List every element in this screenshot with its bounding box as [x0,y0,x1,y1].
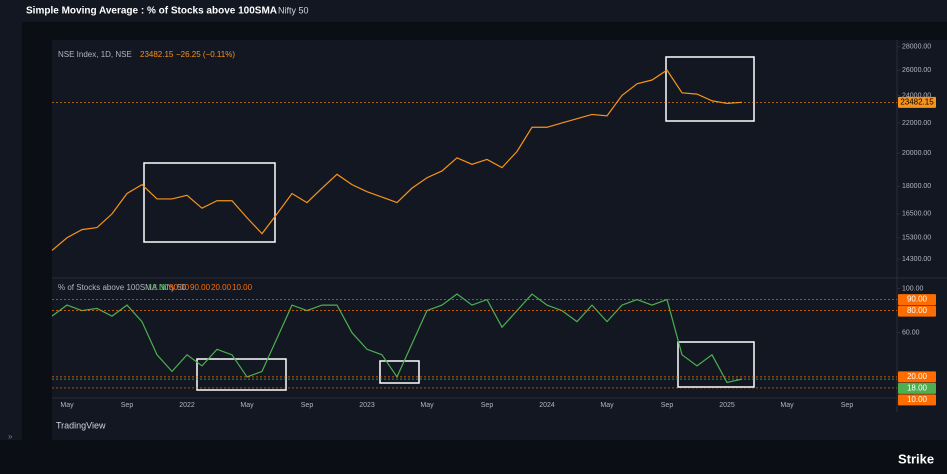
header-symbol: Nifty 50 [278,5,309,15]
price-tag-label: 23482.15 [900,97,934,106]
x-tick-label: May [420,402,434,409]
legend-level: 20.00 [211,283,232,292]
x-tick-label: 2024 [539,402,555,409]
legend-title: NSE Index, 1D, NSE [58,50,132,59]
price-tag [898,294,936,306]
x-tick-label: May [600,402,614,409]
y-tick-label: 20000.00 [902,150,931,157]
tv-brand: TradingView [56,420,106,430]
price-tag [898,382,936,394]
y-tick-label: 22000.00 [902,120,931,127]
x-tick-label: May [60,402,74,409]
left-toolbar [0,22,22,440]
header-bar [0,0,947,22]
legend-title: % of Stocks above 100SMA Nifty 50 [58,283,187,292]
price-tag-label: 90.00 [907,295,928,304]
price-tag [898,305,936,317]
highlight-boxes [143,56,755,391]
bottom-bar [52,412,947,440]
x-tick-label: Sep [121,402,134,409]
x-tick-label: 2025 [719,402,735,409]
legend-level: 18.00 [148,283,169,292]
price-tag [898,96,936,108]
x-tick-label: Sep [481,402,494,409]
series-line [51,69,743,251]
price-tag [898,394,936,406]
header-title: Simple Moving Average : % of Stocks abov… [26,6,277,17]
y-tick-label: 15300.00 [902,235,931,242]
x-tick-label: Sep [841,402,854,409]
y-tick-label: 16500.00 [902,211,931,218]
y-tick-label: 60.00 [902,330,920,337]
x-tick-label: May [780,402,794,409]
price-tag-label: 20.00 [907,372,928,381]
toolbar-toggle[interactable]: » [8,432,13,441]
y-tick-label: 24000.00 [902,92,931,99]
legend-level: 80.00 [169,283,190,292]
legend-change: −26.25 (−0.11%) [176,50,235,59]
price-tag-label: 10.00 [907,395,928,404]
price-tag-label: 80.00 [907,306,928,315]
x-tick-label: Sep [301,402,314,409]
x-tick-label: 2023 [359,402,375,409]
price-tag [898,371,936,383]
legend-level: 90.00 [190,283,211,292]
x-tick-label: 2022 [179,402,195,409]
x-tick-label: May [240,402,254,409]
y-tick-label: 26000.00 [902,67,931,74]
price-tag-label: 18.00 [907,384,928,393]
y-tick-label: 18000.00 [902,183,931,190]
y-tick-label: 100.00 [902,285,924,292]
legend-level: 10.00 [232,283,253,292]
y-tick-label: 14300.00 [902,256,931,263]
y-tick-label: 28000.00 [902,44,931,51]
x-tick-label: Sep [661,402,674,409]
legend-last: 23482.15 [140,50,174,59]
strike-logo: Strike [898,451,934,466]
